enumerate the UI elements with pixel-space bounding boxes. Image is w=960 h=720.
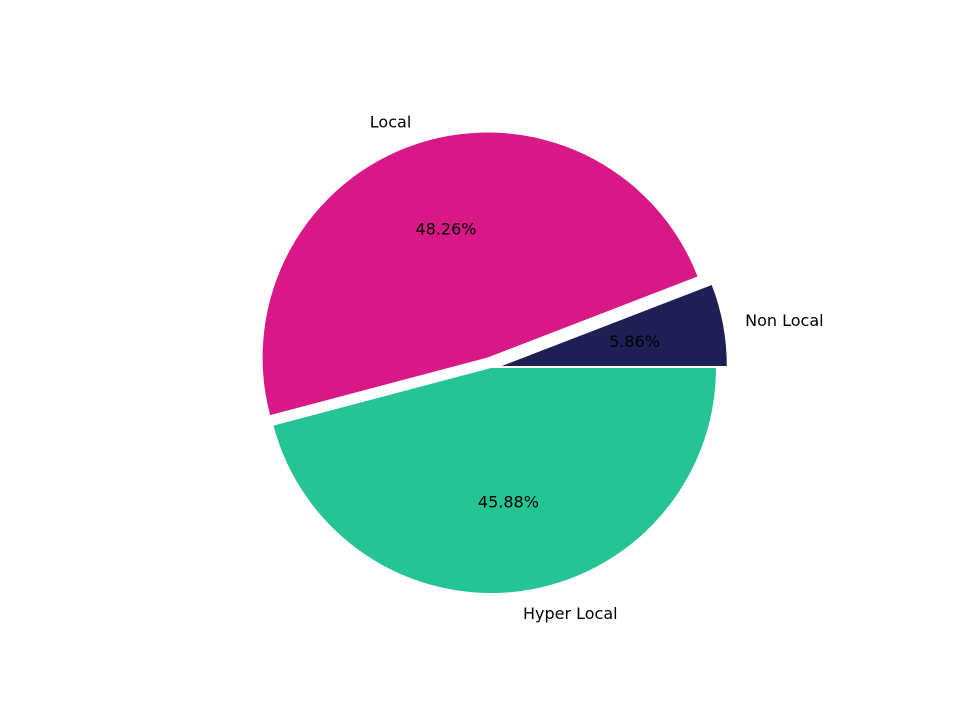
slice-label-hyper-local: Hyper Local: [523, 604, 618, 623]
slice-label-non-local: Non Local: [745, 311, 823, 330]
pie-slice-hyper-local: [273, 368, 716, 594]
percent-label-non-local: 5.86%: [609, 332, 660, 351]
pie-slice-local: [262, 132, 698, 416]
percent-label-hyper-local: 45.88%: [478, 492, 539, 511]
slice-label-local: Local: [370, 113, 411, 132]
percent-label-local: 48.26%: [415, 220, 476, 239]
slices-layer: [262, 132, 727, 594]
pie-slice-non-local: [501, 285, 727, 366]
labels-layer: Non Local 5.86% Local 48.26% Hyper Local 45.8…: [370, 113, 824, 623]
